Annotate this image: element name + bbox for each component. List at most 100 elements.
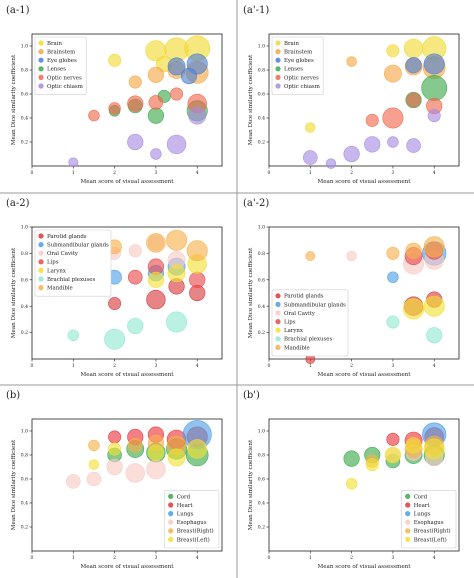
x-axis-label: Mean score of visual assessment — [317, 564, 411, 570]
bubble-eye-globes — [423, 53, 445, 75]
y-axis-label: Mean Dice similarity coefficient — [11, 54, 17, 145]
bubble-layer — [66, 229, 208, 350]
y-axis-label: Mean Dice similarity coefficient — [248, 439, 254, 530]
legend: Cord Heart Lungs Esophagus Breast(Right)Brea… — [164, 490, 220, 549]
bubble-brachial-plexuses — [104, 328, 126, 350]
bubble-optic-nerves — [365, 113, 379, 127]
y-tick-label: 0.2 — [258, 330, 265, 336]
legend-swatch — [168, 510, 174, 517]
x-tick-label: 0 — [268, 363, 271, 369]
legend-entry: Brain — [284, 41, 299, 47]
x-tick-label: 4 — [433, 170, 436, 176]
legend-swatch — [275, 293, 281, 299]
bubble-layer — [303, 36, 448, 169]
legend-entry: Brachial plexuses — [284, 337, 332, 343]
plot-frame — [31, 33, 223, 167]
y-tick-label: 0.8 — [21, 453, 28, 459]
bubble-cord — [343, 450, 360, 467]
legend-entry: Breast(Left) — [414, 536, 447, 543]
x-tick-label: 2 — [113, 363, 116, 369]
y-tick-label: 1.0 — [21, 44, 28, 50]
legend-entry: Mandible — [47, 286, 73, 292]
legend-swatch — [168, 519, 174, 525]
bubble-lenses — [421, 75, 448, 101]
legend-entry: Eye globes — [47, 58, 77, 64]
bubble-layer — [66, 420, 212, 489]
legend-entry: Cord — [414, 494, 428, 500]
bubble-breast-left- — [365, 458, 379, 472]
bubble-lips — [127, 269, 143, 285]
legend-swatch — [38, 57, 44, 63]
legend: Parotid glands Submandibular glands Oral C… — [271, 289, 349, 357]
legend-swatch — [168, 536, 174, 543]
x-tick-label: 4 — [433, 363, 436, 369]
bubble-mandible — [423, 236, 445, 258]
y-tick-label: 1.0 — [258, 44, 265, 50]
bubble-brachial-plexuses — [67, 329, 80, 341]
legend-swatch — [405, 493, 411, 499]
x-tick-label: 0 — [31, 555, 34, 561]
bubble-optic-nerves — [170, 87, 184, 101]
bubble-optic-chiasm — [406, 138, 421, 153]
legend-swatch — [38, 242, 44, 248]
bubble-heart — [386, 432, 400, 446]
x-tick-label: 3 — [391, 170, 394, 176]
legend-box — [34, 229, 112, 297]
y-tick-label: 0.4 — [21, 116, 28, 122]
bubble-brachial-plexuses — [386, 315, 400, 329]
legend-entry: Brain — [47, 41, 62, 47]
bubble-brainstem — [384, 64, 402, 83]
legend-swatch — [275, 319, 281, 325]
legend-swatch — [275, 66, 281, 72]
bubble-eye-globes — [405, 57, 422, 74]
bubble-mandible — [386, 246, 400, 260]
legend-entry: Breast(Right) — [177, 528, 214, 535]
bubble-esophagus — [106, 458, 123, 476]
x-tick-label: 3 — [391, 363, 394, 369]
bubble-optic-chiasm — [364, 136, 381, 153]
legend-swatch — [38, 267, 44, 273]
y-tick-label: 0.8 — [258, 68, 265, 74]
bubble-brainstem — [128, 75, 142, 89]
x-tick-label: 1 — [72, 363, 75, 369]
legend-swatch — [405, 510, 411, 517]
bubble-lenses — [147, 107, 165, 124]
legend: Cord Heart Lungs Esophagus Breast(Right)Brea… — [401, 490, 457, 549]
plot-frame — [31, 418, 223, 552]
bubble-parotid-glands — [108, 297, 122, 311]
legend-swatch — [275, 336, 281, 342]
x-tick-label: 4 — [433, 555, 436, 561]
y-tick-label: 0.8 — [258, 251, 265, 257]
bubble-breast-left- — [423, 438, 445, 460]
bubble-optic-chiasm — [427, 109, 441, 123]
y-tick-label: 1.0 — [21, 429, 28, 435]
legend-entry: Lenses — [47, 67, 66, 73]
bubble-breast-left- — [108, 442, 122, 456]
legend-entry: Brainstem — [47, 50, 75, 56]
bubble-mandible — [186, 240, 208, 262]
bubble-brain — [305, 122, 316, 133]
y-tick-label: 0.2 — [21, 330, 28, 336]
bubble-mandible — [305, 251, 316, 261]
x-tick-label: 3 — [154, 363, 157, 369]
legend-swatch — [38, 49, 44, 55]
bubble-breast-right- — [88, 439, 100, 452]
panel-label: (b') — [243, 390, 260, 401]
x-tick-label: 1 — [309, 555, 312, 561]
bubble-brachial-plexuses — [166, 311, 188, 333]
bubble-brain — [386, 44, 400, 58]
legend-entry: Mandible — [284, 345, 310, 351]
bubble-mandible — [405, 242, 422, 259]
bubble-breast-left- — [187, 439, 207, 459]
y-tick-label: 0.4 — [21, 304, 28, 310]
panel-label: (b) — [6, 390, 20, 401]
legend-swatch — [38, 66, 44, 72]
bubble-optic-chiasm — [325, 158, 337, 169]
bubble-optic-nerves — [382, 107, 404, 129]
x-axis-label: Mean score of visual assessment — [80, 179, 174, 185]
y-axis-label: Mean Dice similarity coefficient — [11, 247, 17, 338]
x-axis-label: Mean score of visual assessment — [80, 564, 174, 570]
y-tick-label: 1.0 — [258, 429, 265, 435]
